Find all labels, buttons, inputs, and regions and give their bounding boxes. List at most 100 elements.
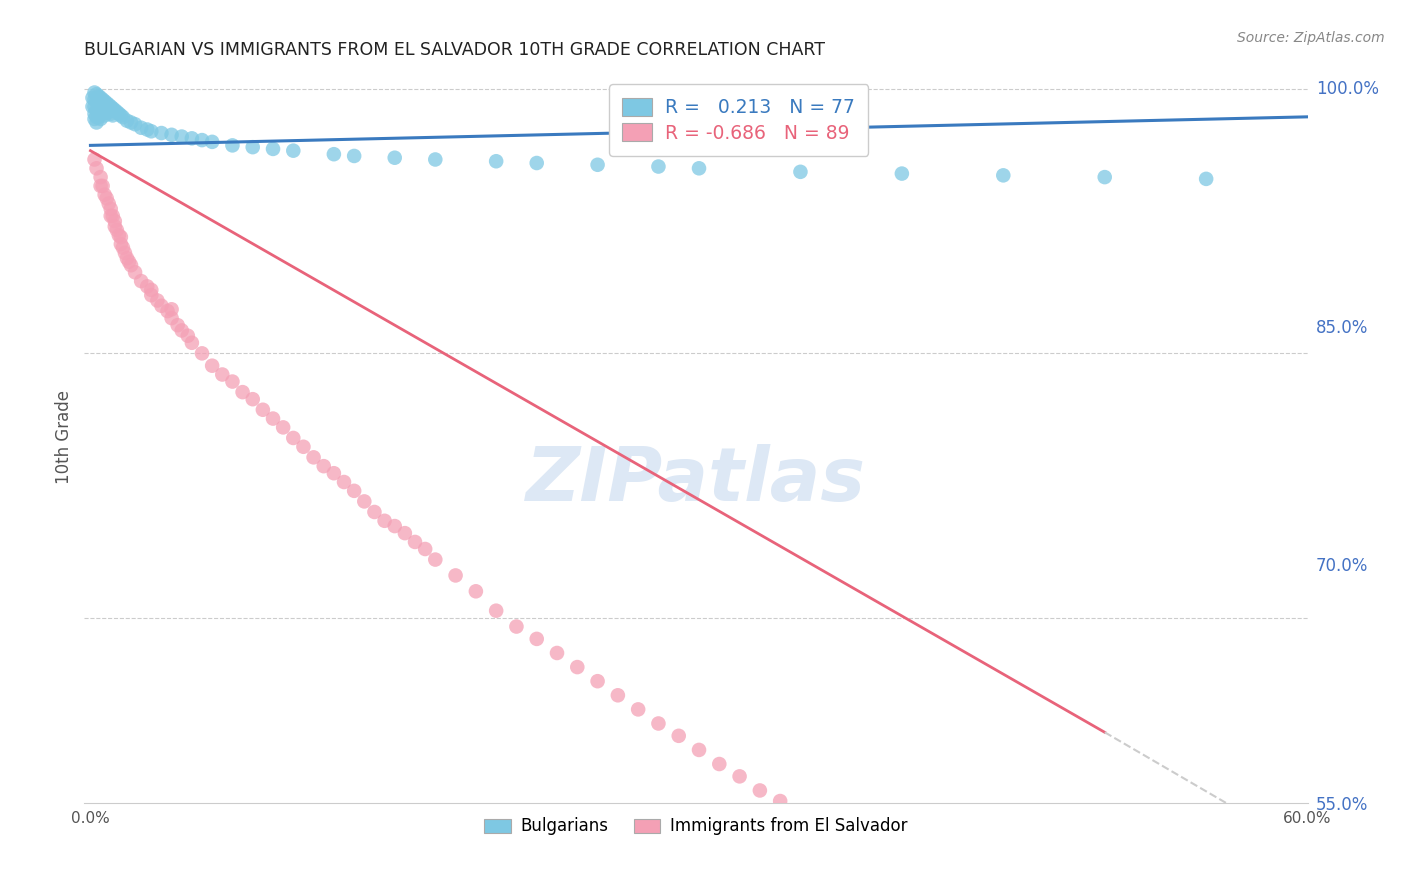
Point xyxy=(242,392,264,407)
Point xyxy=(993,169,1015,183)
Point xyxy=(546,646,568,660)
Point xyxy=(104,103,127,117)
Point xyxy=(101,209,124,223)
Point xyxy=(748,783,770,797)
Point xyxy=(271,420,294,434)
Point xyxy=(221,375,243,389)
Point xyxy=(322,467,344,481)
Point xyxy=(160,128,183,142)
Point xyxy=(141,288,163,302)
Point xyxy=(769,794,792,808)
Point xyxy=(110,230,132,244)
Point xyxy=(221,138,243,153)
Point xyxy=(160,311,183,326)
Point xyxy=(141,283,163,297)
Point xyxy=(567,660,589,674)
Point xyxy=(363,505,385,519)
Point xyxy=(647,160,669,174)
Point xyxy=(86,110,108,124)
Point xyxy=(100,106,122,120)
Point xyxy=(606,688,628,702)
Point xyxy=(97,196,120,211)
Point xyxy=(170,129,193,144)
Point xyxy=(851,845,873,859)
Point xyxy=(413,541,436,556)
Point xyxy=(120,258,142,272)
Point xyxy=(374,514,396,528)
Point xyxy=(105,223,128,237)
Point xyxy=(93,187,115,202)
Point xyxy=(87,104,110,119)
Point xyxy=(789,165,811,179)
Point xyxy=(101,108,124,122)
Point xyxy=(830,832,852,847)
Point xyxy=(104,214,127,228)
Point xyxy=(83,100,105,114)
Point xyxy=(283,431,305,445)
Point xyxy=(93,101,115,115)
Point xyxy=(129,120,152,135)
Point xyxy=(688,743,710,757)
Point xyxy=(108,228,131,243)
Point xyxy=(104,219,127,234)
Point xyxy=(101,101,124,115)
Point xyxy=(647,716,669,731)
Point xyxy=(425,552,447,566)
Point xyxy=(105,104,128,119)
Point xyxy=(90,112,112,126)
Point xyxy=(343,149,366,163)
Point xyxy=(312,459,335,474)
Point xyxy=(464,584,486,599)
Point xyxy=(87,110,110,124)
Point xyxy=(115,251,138,265)
Point xyxy=(96,96,118,111)
Point xyxy=(201,359,224,373)
Text: Source: ZipAtlas.com: Source: ZipAtlas.com xyxy=(1237,31,1385,45)
Point xyxy=(180,131,202,145)
Point xyxy=(789,808,811,822)
Point xyxy=(485,154,508,169)
Point xyxy=(404,535,426,549)
Point xyxy=(111,110,134,124)
Y-axis label: 10th Grade: 10th Grade xyxy=(55,390,73,484)
Point xyxy=(111,241,134,255)
Point xyxy=(82,100,104,114)
Point xyxy=(90,104,112,119)
Point xyxy=(353,494,375,508)
Point xyxy=(343,483,366,498)
Point xyxy=(333,475,356,489)
Point xyxy=(83,153,105,167)
Point xyxy=(322,147,344,161)
Point xyxy=(91,100,114,114)
Point xyxy=(627,702,650,716)
Point xyxy=(87,96,110,111)
Point xyxy=(83,112,105,126)
Point xyxy=(83,106,105,120)
Point xyxy=(586,674,609,689)
Point xyxy=(86,87,108,102)
Point xyxy=(83,93,105,107)
Point xyxy=(100,209,122,223)
Point xyxy=(115,113,138,128)
Point xyxy=(91,178,114,193)
Point xyxy=(262,411,284,425)
Point xyxy=(688,161,710,176)
Point xyxy=(170,323,193,337)
Point xyxy=(110,237,132,252)
Point xyxy=(91,93,114,107)
Point xyxy=(96,191,118,205)
Point xyxy=(150,299,173,313)
Point xyxy=(108,106,131,120)
Point xyxy=(526,632,548,646)
Point xyxy=(444,568,467,582)
Point xyxy=(160,302,183,317)
Point xyxy=(97,104,120,119)
Point xyxy=(728,769,751,783)
Point xyxy=(302,450,325,465)
Point xyxy=(82,91,104,105)
Legend: Bulgarians, Immigrants from El Salvador: Bulgarians, Immigrants from El Salvador xyxy=(478,811,914,842)
Point xyxy=(810,819,832,833)
Point xyxy=(384,151,406,165)
Point xyxy=(283,144,305,158)
Point xyxy=(100,100,122,114)
